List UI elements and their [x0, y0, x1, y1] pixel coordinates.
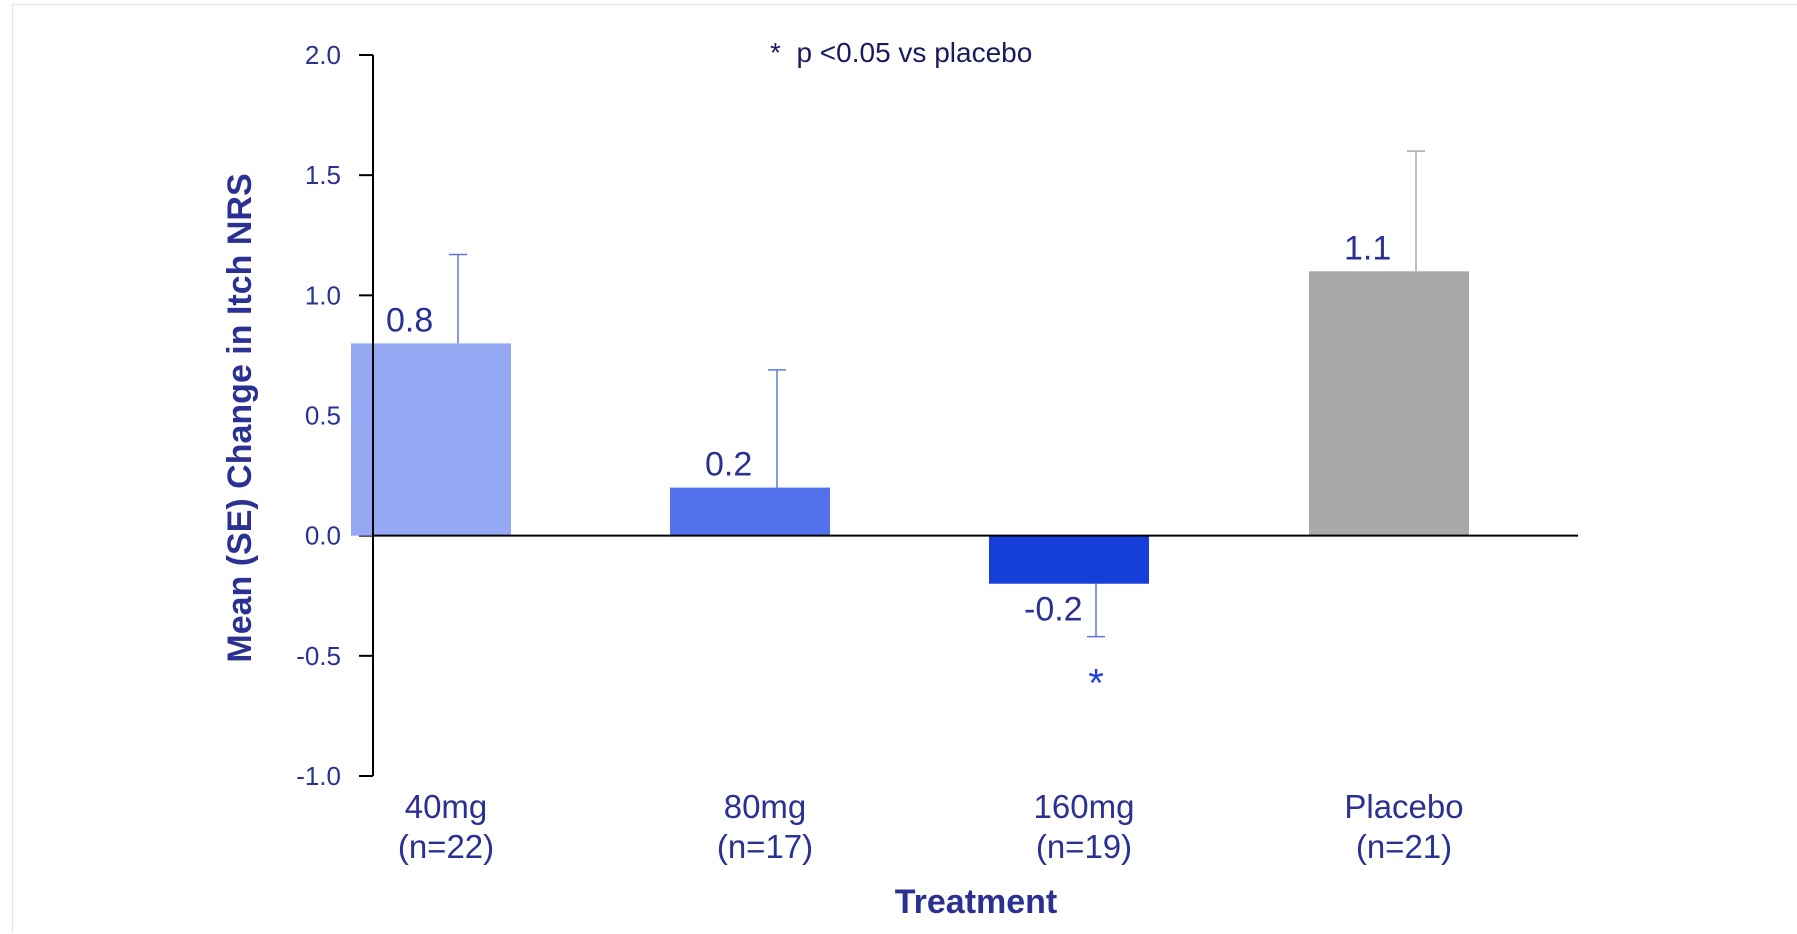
- x-category-label: Placebo: [1344, 788, 1463, 825]
- x-category-sublabel: (n=19): [1036, 828, 1132, 865]
- x-category-sublabel: (n=22): [398, 828, 494, 865]
- y-axis-title: Mean (SE) Change in Itch NRS: [221, 173, 259, 662]
- bar: [1309, 271, 1469, 536]
- data-label: 0.8: [386, 301, 433, 339]
- x-axis-title: Treatment: [895, 883, 1058, 921]
- chart-frame: 2.0 1.5 1.0 0.5 0.0 -0.5 -1.0 0.8 0.2 -0.2 * 1.1 4…: [12, 4, 1797, 933]
- bar-chart: 2.0 1.5 1.0 0.5 0.0 -0.5 -1.0 0.8 0.2 -0.2* 1.1 4…: [221, 37, 1578, 921]
- x-category-label: 40mg: [405, 788, 488, 825]
- data-labels: 0.8 0.2 -0.2* 1.1: [386, 229, 1391, 705]
- y-tick-label: -1.0: [296, 761, 341, 791]
- bar: [670, 487, 830, 536]
- y-tick-label: 0.5: [305, 401, 341, 431]
- y-tick-label: 1.5: [305, 160, 341, 190]
- data-label: 1.1: [1344, 229, 1391, 267]
- x-axis-categories: 40mg(n=22) 80mg(n=17) 160mg(n=19) Placebo(n…: [398, 788, 1464, 865]
- bars: [351, 271, 1469, 584]
- bar: [989, 535, 1149, 584]
- significance-annotation: * p <0.05 vs placebo: [770, 37, 1032, 68]
- x-category-label: 80mg: [724, 788, 807, 825]
- data-label: -0.2: [1024, 591, 1083, 629]
- y-tick-label: 1.0: [305, 280, 341, 310]
- error-bars: [449, 150, 1425, 638]
- bar: [351, 343, 511, 536]
- x-category-label: 160mg: [1034, 788, 1135, 825]
- data-label: 0.2: [705, 446, 752, 484]
- y-tick-label: 2.0: [305, 40, 341, 70]
- x-category-sublabel: (n=21): [1356, 828, 1452, 865]
- y-tick-label: -0.5: [296, 641, 341, 671]
- y-tick-label: 0.0: [305, 521, 341, 551]
- x-category-sublabel: (n=17): [717, 828, 813, 865]
- significance-marker: *: [1088, 662, 1104, 706]
